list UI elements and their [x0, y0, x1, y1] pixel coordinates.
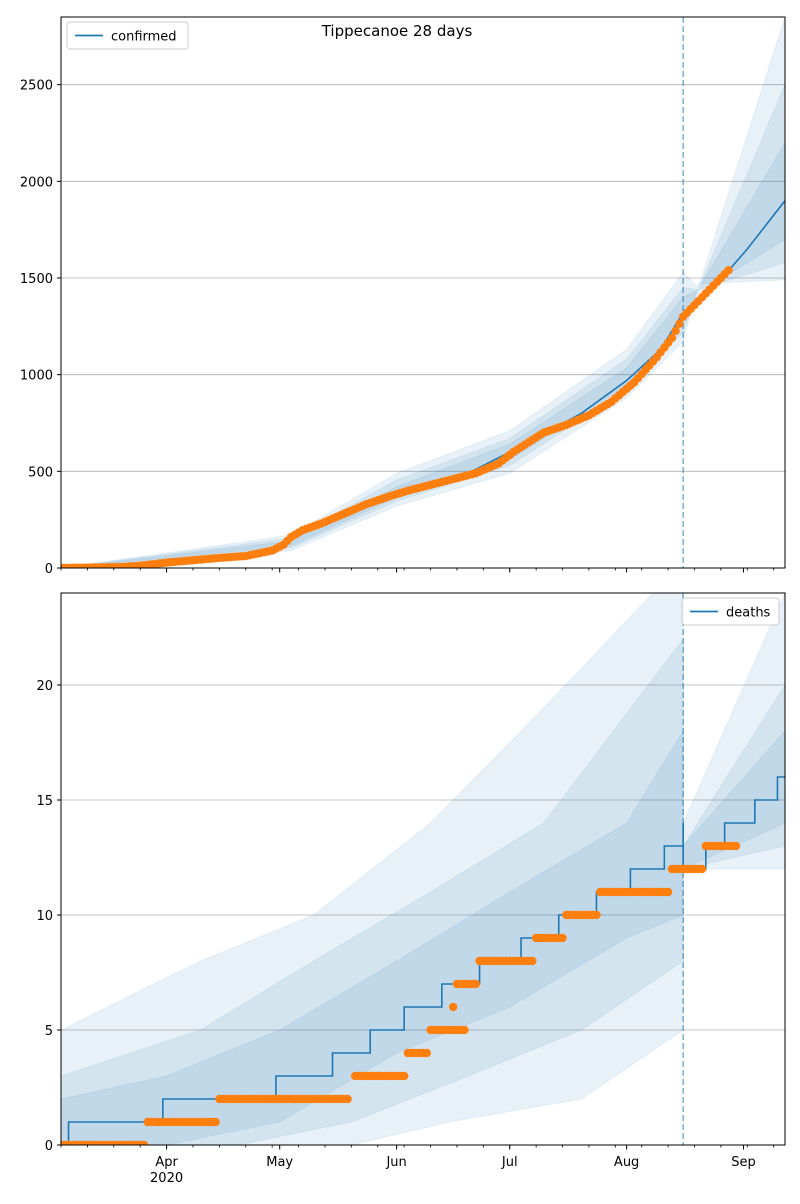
observed-marker	[592, 910, 601, 920]
observed-marker	[663, 887, 673, 897]
y-tick-label: 1500	[20, 272, 53, 287]
uncertainty-band-1	[61, 593, 785, 1145]
x-tick-label: Apr	[155, 1155, 178, 1170]
x-tick-label: Aug	[614, 1155, 639, 1170]
plot-area	[61, 17, 785, 568]
axes-frame	[60, 16, 786, 569]
observed-marker	[211, 1117, 220, 1127]
legend: confirmed	[66, 21, 189, 50]
plot-area	[61, 593, 785, 1145]
chart-title: Tippecanoe 28 days	[321, 22, 473, 40]
observed-marker	[139, 1140, 149, 1145]
x-tick-label: May	[266, 1155, 293, 1170]
observed-marker	[671, 326, 680, 336]
observed-marker	[448, 1002, 458, 1012]
observed-marker	[731, 841, 741, 851]
legend-label: confirmed	[111, 30, 177, 45]
observed-marker	[558, 933, 567, 943]
x-year-label: 2020	[150, 1171, 183, 1186]
observed-marker	[422, 1048, 431, 1058]
observed-marker	[343, 1094, 352, 1104]
observed-marker	[667, 333, 677, 343]
y-tick-label: 15	[36, 794, 53, 809]
x-tick-label: Jul	[501, 1155, 518, 1170]
uncertainty-band-1	[61, 17, 785, 568]
legend: deaths	[681, 597, 780, 626]
y-tick-label: 2000	[20, 175, 53, 190]
y-tick-label: 5	[45, 1024, 53, 1039]
y-tick-label: 1000	[20, 369, 53, 384]
legend-box	[66, 21, 189, 50]
y-tick-label: 2500	[20, 79, 53, 94]
legend-label: deaths	[726, 606, 771, 621]
observed-marker	[460, 1025, 469, 1035]
x-tick-label: Sep	[731, 1155, 756, 1170]
y-tick-label: 0	[45, 1139, 53, 1154]
uncertainty-band-3	[61, 729, 785, 1145]
uncertainty-band-2	[61, 637, 785, 1145]
deaths-panel: 0 5 10 15 20 Apr May Jun Jul Aug Sep 2020 deaths	[36, 592, 786, 1186]
y-tick-label: 0	[45, 562, 53, 577]
x-tick-label: Jun	[385, 1155, 406, 1170]
y-tick-label: 10	[36, 909, 53, 924]
legend-box	[681, 597, 780, 626]
observed-marker	[471, 979, 480, 989]
observed-marker	[697, 864, 707, 874]
observed-marker	[528, 956, 537, 966]
uncertainty-band-2	[61, 84, 785, 568]
y-tick-label: 500	[28, 465, 53, 480]
observed-marker	[675, 319, 684, 328]
observed-marker	[724, 266, 733, 275]
axes-frame	[60, 592, 786, 1146]
confirmed-panel: 0 500 1000 1500 2000 2500 Tippecanoe 28 days co…	[20, 16, 786, 577]
y-tick-label: 20	[36, 679, 53, 694]
observed-marker	[399, 1071, 409, 1081]
